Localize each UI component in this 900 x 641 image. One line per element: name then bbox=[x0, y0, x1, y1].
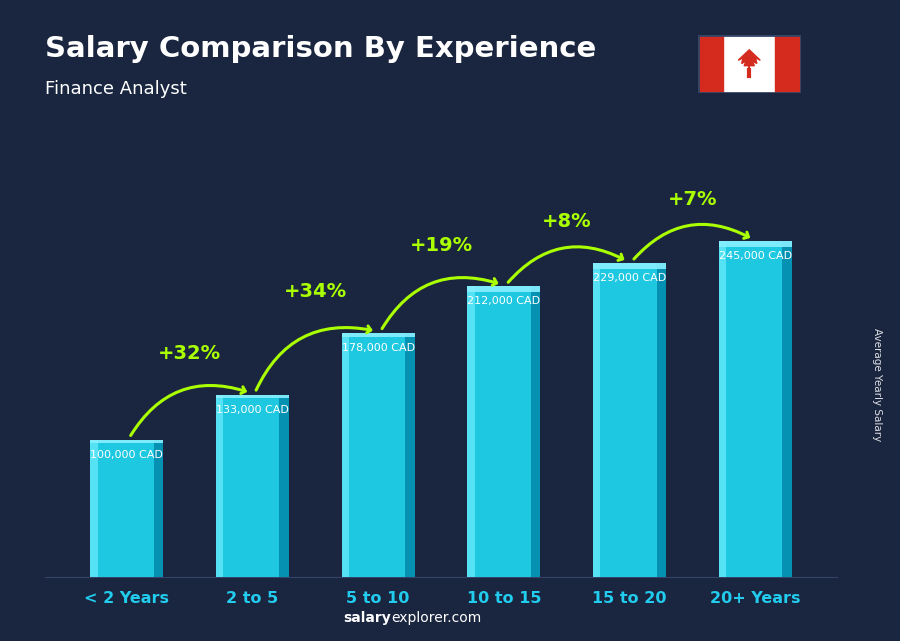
Bar bbox=[467, 287, 474, 577]
Bar bbox=[593, 263, 666, 577]
Text: 245,000 CAD: 245,000 CAD bbox=[719, 251, 792, 261]
Text: 133,000 CAD: 133,000 CAD bbox=[216, 404, 289, 415]
Bar bbox=[656, 263, 666, 577]
Bar bbox=[216, 395, 289, 577]
Bar bbox=[719, 241, 726, 577]
Text: +32%: +32% bbox=[158, 344, 221, 363]
Text: 229,000 CAD: 229,000 CAD bbox=[593, 273, 666, 283]
Bar bbox=[216, 395, 223, 577]
Bar bbox=[154, 440, 163, 577]
Bar bbox=[90, 440, 97, 577]
Text: Average Yearly Salary: Average Yearly Salary bbox=[872, 328, 883, 441]
Text: +8%: +8% bbox=[542, 212, 591, 231]
Text: Finance Analyst: Finance Analyst bbox=[45, 80, 187, 98]
Bar bbox=[467, 287, 540, 577]
Bar bbox=[698, 35, 724, 93]
Bar bbox=[531, 287, 540, 577]
Bar bbox=[775, 35, 801, 93]
Text: 178,000 CAD: 178,000 CAD bbox=[342, 343, 415, 353]
Bar bbox=[593, 263, 666, 269]
Bar bbox=[782, 241, 792, 577]
Text: +19%: +19% bbox=[410, 236, 472, 254]
Bar bbox=[719, 241, 792, 247]
Text: Salary Comparison By Experience: Salary Comparison By Experience bbox=[45, 35, 596, 63]
Bar bbox=[467, 287, 540, 292]
Text: salary: salary bbox=[344, 611, 392, 625]
Text: +34%: +34% bbox=[284, 282, 346, 301]
Bar bbox=[405, 333, 415, 577]
Polygon shape bbox=[738, 50, 760, 74]
Text: 212,000 CAD: 212,000 CAD bbox=[467, 296, 540, 306]
Bar bbox=[342, 333, 415, 337]
Bar bbox=[342, 333, 349, 577]
Bar bbox=[342, 333, 415, 577]
Bar bbox=[279, 395, 289, 577]
Text: 100,000 CAD: 100,000 CAD bbox=[90, 450, 163, 460]
Bar bbox=[90, 440, 163, 577]
Bar bbox=[719, 241, 792, 577]
Text: explorer.com: explorer.com bbox=[392, 611, 482, 625]
Bar bbox=[216, 395, 289, 398]
Bar bbox=[593, 263, 600, 577]
Text: +7%: +7% bbox=[668, 190, 717, 210]
Bar bbox=[90, 440, 163, 442]
